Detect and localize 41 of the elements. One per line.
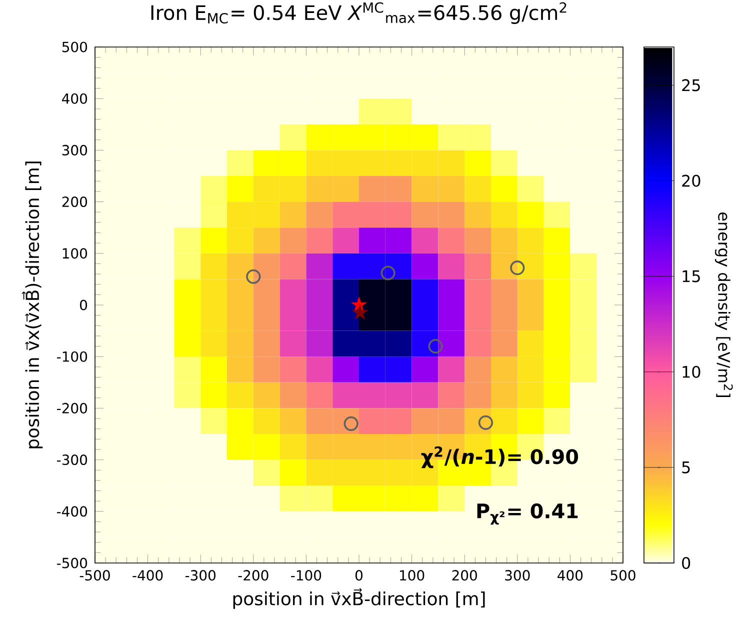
point (344, 416, 358, 431)
point (354, 306, 367, 318)
y-tick-label: 200 (62, 196, 88, 208)
chart-title: Iron E$_{MC}$= 0.54 EeV X$^{MC}$$_{max}$=645.56 g/cm$^{2}$ (151, 2, 566, 24)
point (478, 415, 494, 430)
annotation: P$_{χ²}$= 0.41 (477, 503, 578, 525)
y-tick-label: 400 (62, 93, 88, 104)
x-tick-label: 500 (610, 570, 636, 581)
x-tick-label: -100 (291, 570, 322, 581)
y-tick-label: -400 (56, 506, 88, 517)
color-bar-label: 10 (682, 366, 700, 378)
x-tick-label: -200 (238, 570, 268, 581)
point (428, 338, 443, 354)
color-bar-label: 20 (682, 174, 700, 187)
point (510, 260, 525, 276)
x-axis-title: position in v⃗xB⃗-direction [m] (233, 588, 485, 609)
y-tick-label: 0 (80, 300, 88, 310)
x-tick-label: -300 (185, 570, 216, 581)
y-tick-label: -500 (56, 558, 88, 568)
color-bar-label: 0 (682, 556, 690, 570)
x-tick-label: -500 (80, 570, 110, 581)
y-tick-label: -300 (56, 454, 88, 466)
color-bar-label: 5 (682, 462, 690, 474)
color-bar-title: energy density [eV/m$^{2}$] (714, 212, 733, 397)
y-tick-label: 100 (62, 248, 88, 259)
point (380, 266, 396, 280)
x-tick-label: 100 (400, 570, 424, 581)
color-bar-label: 25 (682, 79, 700, 92)
x-tick-label: 0 (355, 570, 362, 581)
y-tick-label: -100 (56, 351, 88, 362)
y-tick-label: -200 (56, 402, 88, 414)
x-tick-label: 200 (452, 570, 477, 581)
y-axis-title: position in v⃗x(v⃗xB⃗)-direction [m] (22, 162, 43, 448)
annotation: χ$^{2}$/(n-1)= 0.90 (421, 446, 578, 468)
y-tick-label: 500 (62, 42, 88, 52)
y-tick-label: 300 (62, 144, 88, 156)
point (246, 269, 261, 284)
x-tick-label: 300 (505, 570, 530, 581)
color-bar-label: 15 (682, 270, 700, 282)
x-tick-label: 400 (558, 570, 583, 581)
x-tick-label: -400 (132, 570, 163, 581)
